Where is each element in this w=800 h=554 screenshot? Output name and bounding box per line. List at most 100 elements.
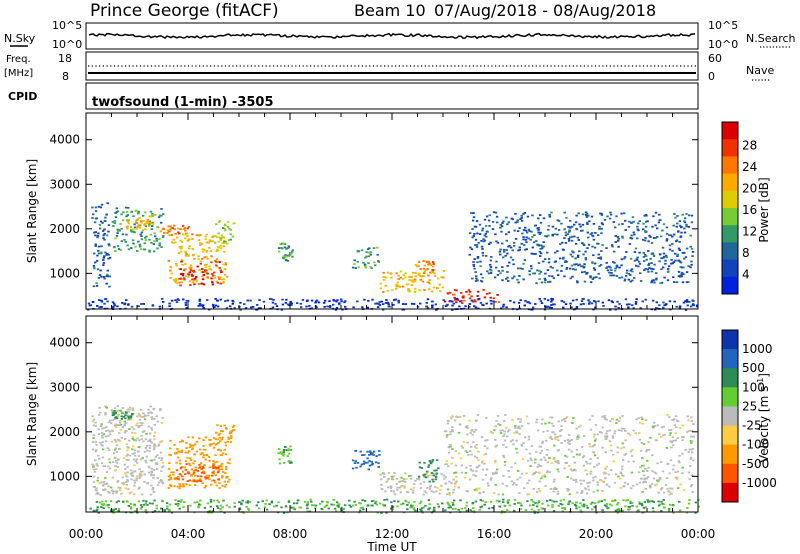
velocity-cell: [542, 430, 545, 433]
power-cell: [524, 238, 528, 241]
power-cell: [643, 214, 646, 217]
velocity-cell: [387, 477, 390, 480]
power-cell: [223, 268, 226, 271]
velocity-cell: [199, 480, 203, 482]
power-cell: [290, 304, 293, 306]
power-cell: [112, 246, 116, 249]
velocity-cell: [478, 464, 481, 467]
power-cell: [100, 203, 104, 206]
power-cell: [553, 303, 556, 306]
velocity-cell: [219, 454, 223, 456]
y-tick-label: 1000: [49, 469, 80, 483]
power-cell: [586, 223, 589, 225]
power-cell: [642, 222, 645, 225]
velocity-cell: [224, 453, 228, 456]
power-cell: [98, 227, 102, 230]
power-cell: [366, 248, 370, 251]
velocity-cell: [224, 427, 228, 429]
velocity-cell: [92, 468, 96, 471]
power-cell: [231, 302, 234, 305]
power-cell: [538, 233, 541, 235]
power-cell: [145, 235, 148, 238]
power-cell: [479, 301, 483, 304]
velocity-cell: [512, 509, 516, 512]
velocity-cell: [174, 499, 177, 501]
velocity-cell: [223, 449, 226, 451]
velocity-cell: [416, 478, 419, 480]
velocity-cell: [143, 418, 147, 421]
power-cell: [187, 276, 190, 278]
velocity-cell: [672, 439, 675, 442]
velocity-cell: [472, 510, 476, 513]
power-cell: [539, 221, 543, 224]
velocity-cell: [617, 475, 620, 478]
velocity-cell: [601, 509, 604, 512]
freq-tick-bottom: 8: [62, 70, 69, 83]
velocity-cell: [147, 411, 150, 414]
power-cell: [475, 220, 479, 223]
velocity-cell: [127, 459, 130, 461]
velocity-cell: [325, 504, 329, 507]
power-cell: [357, 250, 361, 253]
power-cell: [606, 215, 609, 218]
velocity-cell: [586, 482, 589, 484]
power-cell: [280, 308, 284, 311]
velocity-cell: [146, 504, 149, 506]
velocity-cell: [604, 438, 607, 440]
velocity-cell: [431, 478, 434, 481]
x-tick-label: 08:00: [273, 527, 308, 541]
velocity-cell: [650, 483, 654, 485]
power-cell: [670, 262, 673, 265]
velocity-cell: [528, 504, 532, 507]
velocity-cell: [583, 435, 586, 437]
power-cell: [474, 238, 478, 241]
power-cell: [648, 267, 651, 269]
power-cell: [206, 272, 209, 275]
velocity-cell: [596, 489, 599, 492]
velocity-cell: [359, 465, 362, 468]
power-cell: [614, 226, 617, 229]
velocity-cell: [638, 501, 641, 504]
velocity-cell: [577, 436, 581, 439]
velocity-cell: [469, 465, 472, 467]
power-cell: [522, 262, 525, 265]
velocity-cell: [323, 506, 326, 508]
velocity-cell: [611, 418, 614, 420]
velocity-cell: [112, 412, 115, 415]
velocity-cell: [93, 486, 96, 488]
power-cell: [100, 299, 103, 302]
velocity-plot-frame: [85, 315, 699, 513]
power-cell: [354, 267, 357, 269]
velocity-cell: [198, 448, 202, 451]
velocity-cell: [106, 490, 110, 493]
velocity-cell: [368, 454, 371, 456]
velocity-region: [351, 449, 381, 471]
power-cell: [100, 251, 103, 254]
velocity-cell: [218, 487, 221, 489]
velocity-cell: [198, 466, 202, 469]
power-cell: [587, 236, 590, 239]
velocity-cell: [412, 489, 415, 492]
power-cell: [687, 214, 691, 217]
power-cell: [211, 235, 214, 238]
velocity-cell: [366, 504, 370, 507]
power-cell: [685, 299, 689, 301]
velocity-cell: [524, 509, 527, 511]
velocity-cell: [629, 433, 632, 436]
power-cell: [174, 241, 177, 244]
power-cell: [543, 281, 547, 284]
velocity-cell: [406, 508, 409, 511]
power-cell: [157, 216, 161, 218]
power-cell: [675, 239, 679, 242]
power-cell: [471, 236, 474, 239]
velocity-cell: [579, 479, 582, 482]
velocity-cell: [447, 506, 450, 509]
velocity-cell: [574, 501, 578, 504]
velocity-cell: [665, 447, 669, 449]
power-cell: [507, 221, 510, 224]
velocity-cell: [651, 425, 655, 428]
velocity-cell: [618, 416, 622, 419]
power-cell: [474, 271, 477, 273]
power-cell: [625, 272, 628, 274]
power-cell: [210, 261, 213, 264]
